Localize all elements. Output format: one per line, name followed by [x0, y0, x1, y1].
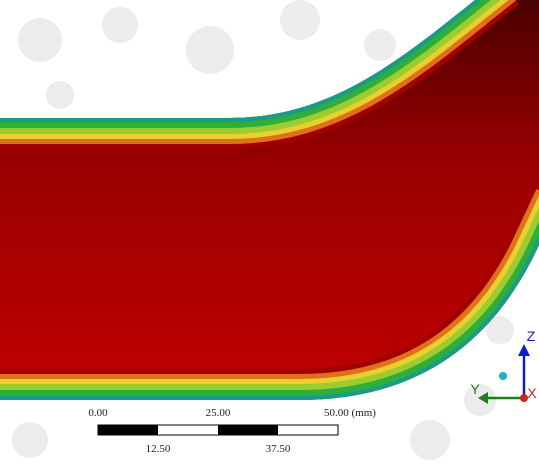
axis-label: X	[527, 385, 537, 401]
scale-label: 25.00	[206, 407, 231, 419]
scale-segment	[98, 425, 158, 435]
scale-segment	[218, 425, 278, 435]
axis-label: Z	[527, 328, 536, 344]
scale-label: 37.50	[266, 443, 291, 455]
scale-label: 0.00	[88, 407, 108, 419]
scale-label: 12.50	[146, 443, 171, 455]
axis-label: Y	[470, 381, 480, 397]
axis-triad: Z Y X	[470, 328, 537, 404]
scale-bar: 0.00 25.00 50.00 (mm) 12.50 37.50	[88, 407, 376, 455]
scale-label: 50.00 (mm)	[324, 407, 376, 419]
